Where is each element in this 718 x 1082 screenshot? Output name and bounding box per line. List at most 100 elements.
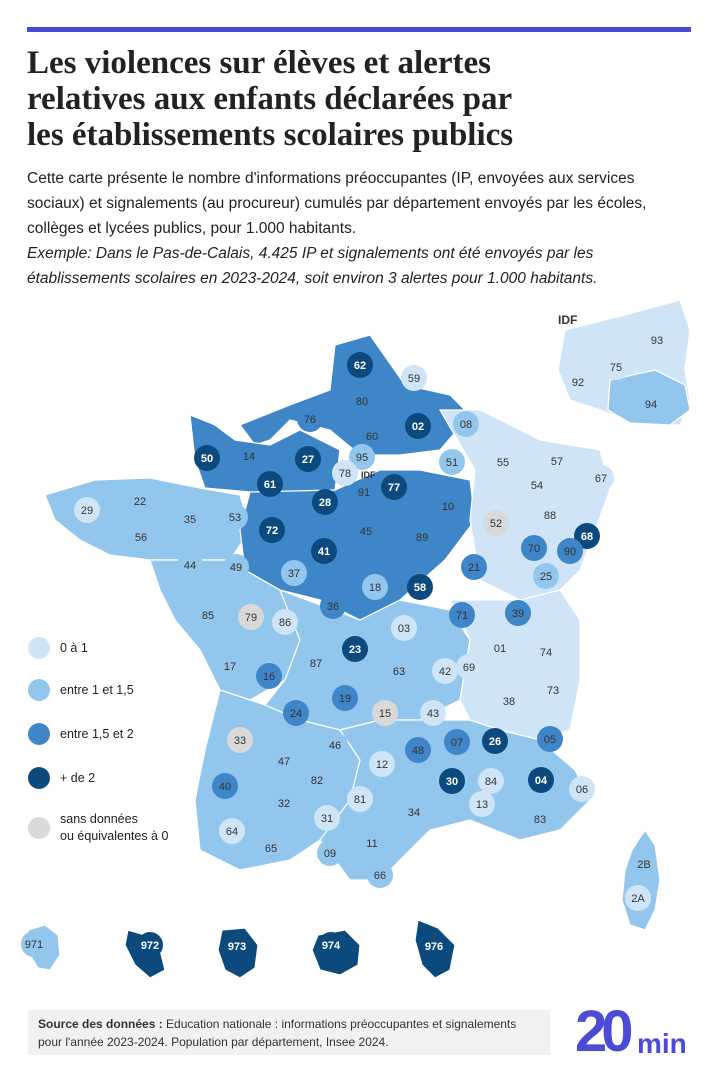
department-54-area: [524, 472, 550, 498]
department-49-area: [223, 554, 249, 580]
title-line-1: Les violences sur élèves et alertes: [27, 45, 491, 81]
department-45-area: [353, 518, 379, 544]
department-50-label: 50: [201, 453, 213, 465]
source-note: Source des données : Education nationale…: [28, 1010, 550, 1055]
department-47-area: [271, 748, 297, 774]
department-08-area: [453, 411, 479, 437]
department-95-area: [349, 444, 375, 470]
department-85-label: 85: [202, 610, 214, 622]
department-66-area: [367, 862, 393, 888]
department-87-label: 87: [310, 658, 322, 670]
department-974-area: [318, 932, 344, 958]
department-41-label: 41: [318, 546, 330, 558]
department-76-label: 76: [304, 414, 316, 426]
department-19-label: 19: [339, 693, 351, 705]
department-65-area: [258, 835, 284, 861]
department-12-label: 12: [376, 759, 388, 771]
legend-label: 0 à 1: [60, 640, 88, 655]
department-08-label: 08: [460, 419, 472, 431]
department-58-label: 58: [414, 582, 426, 594]
department-82-label: 82: [311, 775, 323, 787]
department-40-label: 40: [219, 781, 231, 793]
department-89-label: 89: [416, 532, 428, 544]
department-03-label: 03: [398, 623, 410, 635]
department-36-label: 36: [327, 601, 339, 613]
department-46-area: [322, 732, 348, 758]
logo-text: min: [637, 1028, 687, 1059]
department-45-label: 45: [360, 526, 372, 538]
department-24-area: [283, 700, 309, 726]
department-56-area: [128, 524, 154, 550]
department-83-label: 83: [534, 814, 546, 826]
department-60-label: 60: [366, 431, 378, 443]
legend-label: + de 2: [60, 770, 96, 785]
legend-item-c0: 0 à 1: [28, 637, 88, 659]
title-line-2: relatives aux enfants déclarées par: [27, 81, 513, 117]
department-02-area: [405, 413, 431, 439]
department-32-label: 32: [278, 798, 290, 810]
department-53-area: [222, 504, 248, 530]
department-56-label: 56: [135, 532, 147, 544]
department-17-label: 17: [224, 661, 236, 673]
department-70-area: [521, 535, 547, 561]
department-91-area: [351, 479, 377, 505]
department-57-area: [544, 448, 570, 474]
department-11-label: 11: [366, 838, 377, 850]
department-markers: [21, 327, 670, 959]
department-52-label: 52: [490, 518, 502, 530]
department-93-label: 93: [651, 335, 663, 347]
source-text: Education nationale : informations préoc…: [38, 1017, 517, 1049]
department-23-area: [342, 636, 368, 662]
department-16-area: [256, 663, 282, 689]
department-31-area: [314, 805, 340, 831]
department-48-area: [405, 737, 431, 763]
department-22-area: [127, 488, 153, 514]
department-37-area: [281, 560, 307, 586]
department-41-area: [311, 538, 337, 564]
department-92-label: 92: [572, 377, 584, 389]
department-42-area: [432, 658, 458, 684]
department-09-label: 09: [324, 848, 336, 860]
department-39-label: 39: [512, 608, 524, 620]
department-87-area: [303, 650, 329, 676]
department-62-area: [347, 352, 373, 378]
department-79-area: [238, 604, 264, 630]
department-64-area: [219, 818, 245, 844]
department-94-label: 94: [645, 399, 657, 411]
department-35-area: [177, 506, 203, 532]
department-84-area: [478, 768, 504, 794]
department-07-area: [444, 729, 470, 755]
legend-swatch: [28, 723, 50, 745]
department-80-label: 80: [356, 396, 368, 408]
department-32-area: [271, 790, 297, 816]
department-69-area: [456, 654, 482, 680]
department-61-area: [257, 471, 283, 497]
department-51-area: [439, 449, 465, 475]
department-89-area: [409, 524, 435, 550]
logo-number: 20: [575, 999, 631, 1059]
department-33-label: 33: [234, 735, 246, 747]
department-33-area: [227, 727, 253, 753]
legend-swatch: [28, 767, 50, 789]
department-10-area: [435, 493, 461, 519]
legend-item-c1: entre 1 et 1,5: [28, 679, 134, 701]
department-58-area: [407, 574, 433, 600]
department-93-area: [644, 327, 670, 353]
department-27-area: [295, 446, 321, 472]
department-76-area: [297, 406, 323, 432]
department-49-label: 49: [230, 562, 242, 574]
department-54-label: 54: [531, 480, 543, 492]
department-27-label: 27: [302, 454, 314, 466]
department-53-label: 53: [229, 512, 241, 524]
department-85-area: [195, 602, 221, 628]
department-67-area: [588, 465, 614, 491]
department-83-area: [527, 806, 553, 832]
department-55-label: 55: [497, 457, 509, 469]
department-13-label: 13: [476, 799, 488, 811]
department-26-area: [482, 728, 508, 754]
legend-label: sans données ou équivalentes à 0: [60, 812, 169, 843]
department-24-label: 24: [290, 708, 302, 720]
department-15-area: [372, 700, 398, 726]
department-61-label: 61: [264, 479, 276, 491]
department-44-area: [177, 552, 203, 578]
